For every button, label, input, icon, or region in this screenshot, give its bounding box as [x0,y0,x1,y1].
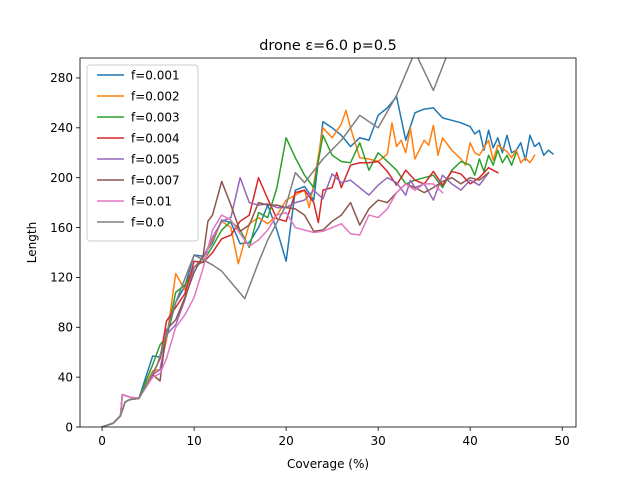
legend-label-6: f=0.01 [131,194,172,208]
legend-box [86,64,199,242]
legend-label-1: f=0.002 [131,89,180,103]
y-tick-label: 80 [58,321,73,335]
series-line-5 [101,171,490,427]
y-tick-label: 160 [50,221,73,235]
series-line-0 [101,95,555,427]
legend-label-7: f=0.0 [131,215,164,229]
legend-label-0: f=0.001 [131,68,180,82]
x-tick-label: 50 [555,434,570,448]
series-line-7 [101,58,447,427]
x-tick-label: 10 [186,434,201,448]
chart-title: drone ε=6.0 p=0.5 [259,38,396,54]
x-tick-label: 20 [278,434,293,448]
x-tick-label: 40 [463,434,478,448]
legend: f=0.001 f=0.002 f=0.003 f=0.004 f=0.005 f=0.0… [86,64,199,242]
y-tick-label: 280 [50,71,73,85]
x-tick-label: 0 [98,434,106,448]
legend-label-2: f=0.003 [131,110,180,124]
y-tick-label: 0 [65,420,73,434]
series-line-3 [101,160,499,427]
series-line-6 [101,183,444,427]
x-tick-label: 30 [371,434,386,448]
series-layer [101,58,555,427]
y-tick-label: 40 [58,370,73,384]
plot-frame [79,57,577,428]
legend-label-3: f=0.004 [131,131,180,145]
y-tick-label: 120 [50,271,73,285]
legend-label-4: f=0.005 [131,152,180,166]
x-axis-label: Coverage (%) [287,457,369,471]
y-tick-label: 240 [50,121,73,135]
y-axis-label: Length [25,222,39,263]
y-axis: 0 40 80 120 160 200 240 280 [50,71,80,434]
y-tick-label: 200 [50,171,73,185]
x-axis: 0 10 20 30 40 50 [98,427,570,448]
legend-label-5: f=0.007 [131,173,180,187]
